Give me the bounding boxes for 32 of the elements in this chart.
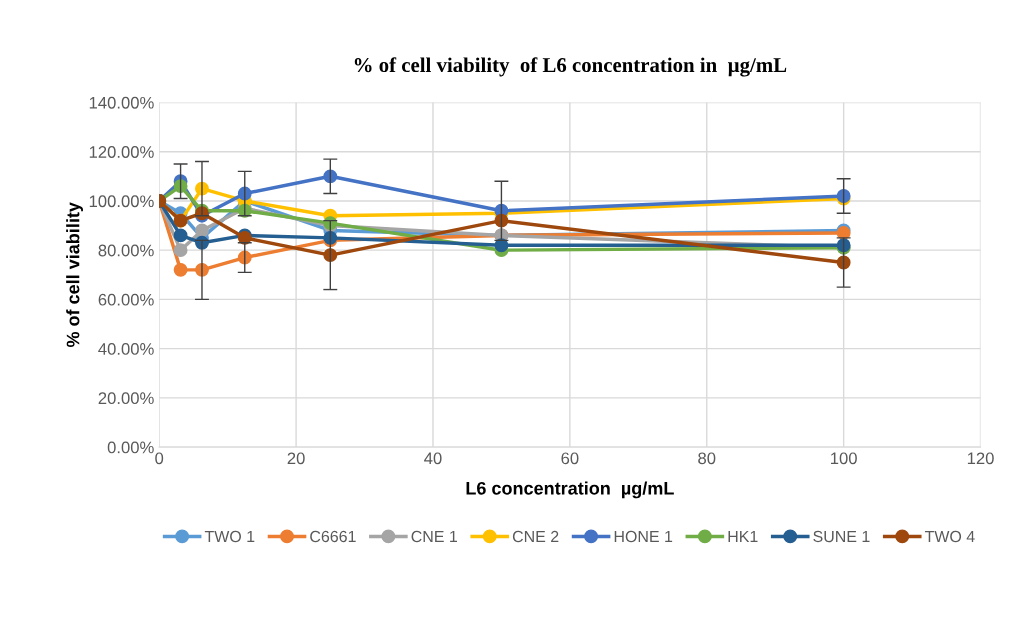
y-tick-label: 80.00%: [98, 244, 154, 257]
point: [195, 223, 209, 238]
x-tick-label: 100: [831, 452, 857, 465]
legend-label: HK1: [728, 531, 758, 542]
y-tick-label: 100.00%: [89, 195, 154, 208]
point: [323, 248, 338, 263]
y-tick-label: 60.00%: [98, 293, 154, 306]
legend-label: C6661: [310, 530, 356, 543]
legend-label: TWO 1: [204, 530, 255, 543]
x-tick-label: 120: [967, 452, 994, 465]
point: [173, 243, 188, 258]
legend-label: CNE 2: [512, 530, 559, 543]
legend-label: TWO 4: [924, 530, 975, 543]
y-tick-label: 40.00%: [98, 343, 154, 355]
x-tick-label: 20: [287, 452, 305, 465]
chart-title: % of cell viability of L6 concentration in µg/mL: [354, 57, 787, 77]
x-tick-label: 80: [698, 452, 716, 465]
legend-label: HONE 1: [614, 530, 673, 543]
y-tick-label: 120.00%: [89, 146, 154, 158]
legend-label: SUNE 1: [813, 530, 870, 543]
x-tick-label: 0: [155, 452, 164, 465]
point: [494, 238, 509, 253]
legend-label: CNE 1: [411, 530, 458, 543]
y-tick-label: 0.00%: [107, 441, 154, 454]
y-tick-label: 140.00%: [89, 96, 154, 109]
point: [173, 228, 188, 243]
point: [173, 262, 188, 277]
x-axis-title: L6 concentration µg/mL: [466, 481, 674, 499]
x-tick-label: 60: [561, 452, 579, 465]
y-tick-label: 20.00%: [98, 392, 154, 405]
x-tick-label: 40: [424, 452, 442, 465]
y-axis-title: % of cell viability: [66, 202, 83, 348]
